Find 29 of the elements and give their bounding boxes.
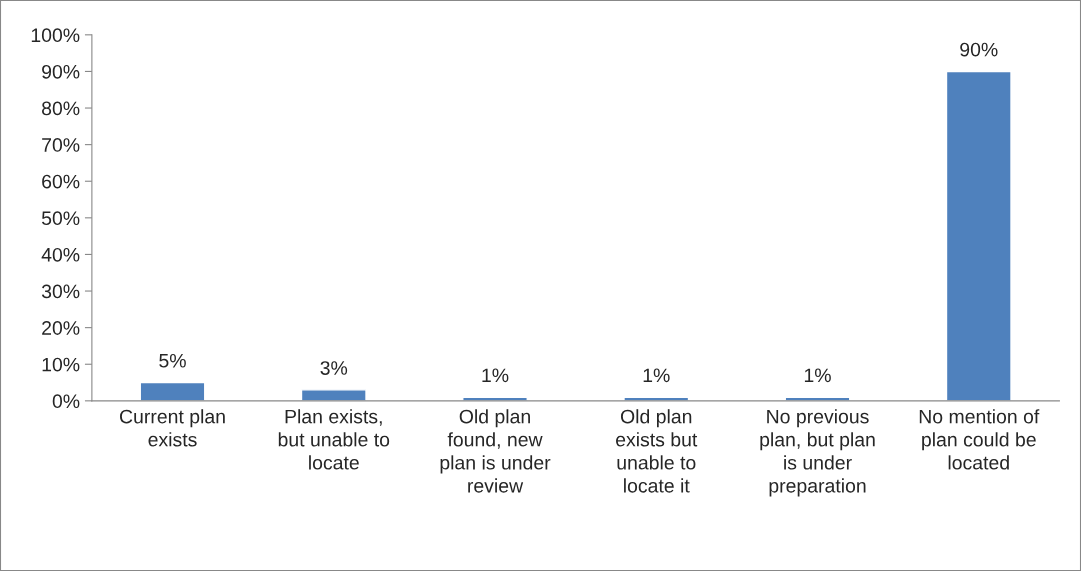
y-tick-label: 50% bbox=[41, 211, 80, 226]
data-label: 1% bbox=[482, 368, 509, 383]
y-tick-label: 70% bbox=[42, 138, 80, 152]
data-label: 1% bbox=[643, 368, 670, 383]
y-tick-label: 60% bbox=[42, 174, 80, 189]
bar bbox=[945, 70, 1012, 401]
x-tick-label: Old plan found, new plan is under review bbox=[440, 409, 551, 493]
data-label: 1% bbox=[804, 368, 831, 383]
x-tick-label: Old plan exists but unable to locate it bbox=[616, 409, 698, 493]
bar bbox=[784, 396, 851, 401]
x-tick-label: Plan exists, but unable to locate bbox=[278, 409, 390, 470]
x-tick-label: No mention of plan could be located bbox=[919, 409, 1040, 470]
bar bbox=[623, 396, 690, 401]
data-label: 5% bbox=[159, 353, 186, 368]
y-tick-label: 80% bbox=[42, 101, 80, 116]
data-label: 3% bbox=[320, 361, 348, 375]
bar bbox=[300, 389, 367, 401]
data-label: 90% bbox=[960, 42, 998, 57]
x-tick-label: Current plan exists bbox=[120, 409, 225, 447]
bar bbox=[139, 381, 206, 401]
y-tick-label: 0% bbox=[52, 394, 80, 409]
y-tick-label: 20% bbox=[42, 321, 80, 335]
x-tick-label: No previous plan, but plan is under preparation bbox=[760, 409, 875, 497]
y-tick-label: 90% bbox=[42, 64, 80, 79]
y-tick-label: 30% bbox=[41, 284, 80, 299]
y-tick-label: 40% bbox=[41, 247, 80, 262]
y-tick-label: 10% bbox=[42, 357, 80, 372]
y-tick-label: 100% bbox=[31, 28, 80, 43]
bar bbox=[462, 396, 528, 401]
